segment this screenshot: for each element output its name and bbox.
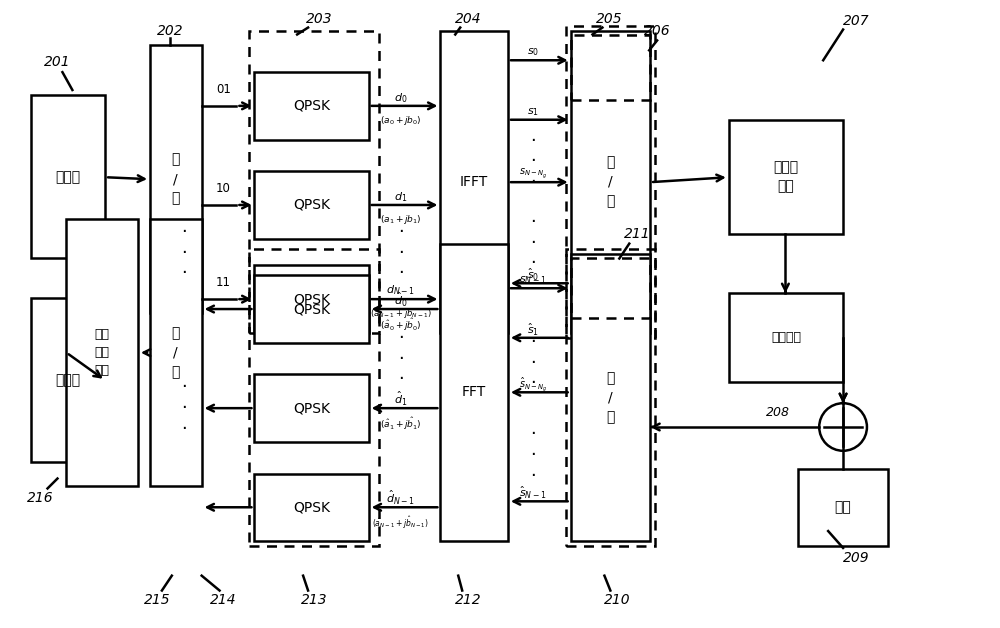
Text: 01: 01 (216, 83, 231, 96)
Text: 时间反
演器: 时间反 演器 (773, 160, 798, 193)
Text: $(a_{N-1}+jb_{N-1})$: $(a_{N-1}+jb_{N-1})$ (370, 307, 432, 320)
Text: 211: 211 (624, 227, 651, 241)
Text: 216: 216 (27, 491, 54, 506)
Text: 203: 203 (306, 12, 332, 26)
Text: 209: 209 (843, 551, 869, 565)
Text: $s_0$: $s_0$ (527, 46, 539, 58)
Text: ·
·
·: · · · (530, 213, 536, 273)
Text: $s_1$: $s_1$ (527, 106, 539, 117)
Bar (150, 45, 202, 313)
Text: QPSK: QPSK (293, 401, 330, 415)
Text: $\hat{s}_0$: $\hat{s}_0$ (527, 268, 539, 283)
Text: 并
/
串: 并 / 串 (606, 155, 615, 208)
Text: $d_{N-1}$: $d_{N-1}$ (386, 283, 415, 297)
Text: 201: 201 (44, 55, 71, 69)
Text: 207: 207 (843, 14, 869, 28)
Text: 206: 206 (644, 23, 670, 38)
Bar (254, 266, 369, 333)
Bar (249, 31, 379, 333)
Text: $(\hat{a}_{N-1}+j\hat{b}_{N-1})$: $(\hat{a}_{N-1}+j\hat{b}_{N-1})$ (372, 514, 429, 531)
Text: QPSK: QPSK (293, 99, 330, 113)
Bar (31, 298, 105, 462)
Text: ·
·
·: · · · (398, 329, 403, 388)
Text: 212: 212 (455, 593, 481, 607)
Text: 比特流: 比特流 (55, 170, 80, 184)
Bar (729, 120, 843, 234)
Text: 205: 205 (596, 12, 623, 26)
Text: 202: 202 (157, 23, 183, 38)
Bar (31, 95, 105, 259)
Bar (798, 468, 888, 546)
Text: $(\hat{a}_1+j\hat{b}_1)$: $(\hat{a}_1+j\hat{b}_1)$ (380, 415, 421, 431)
Bar (249, 249, 379, 546)
Text: 210: 210 (604, 593, 631, 607)
Bar (571, 259, 650, 318)
Text: ·
·
·: · · · (530, 131, 536, 191)
Text: $\hat{d}_{N-1}$: $\hat{d}_{N-1}$ (386, 489, 415, 507)
Text: $s_{N-1}$: $s_{N-1}$ (519, 274, 547, 286)
Text: QPSK: QPSK (293, 302, 330, 316)
Text: ·
·
·: · · · (530, 425, 536, 485)
Text: $s_{N-N_g}$: $s_{N-N_g}$ (519, 167, 547, 181)
Text: $d_0$: $d_0$ (394, 91, 407, 105)
Bar (566, 249, 655, 546)
Text: 10: 10 (216, 182, 231, 195)
Text: $\hat{s}_{N-1}$: $\hat{s}_{N-1}$ (519, 485, 547, 502)
Bar (571, 36, 650, 100)
Text: ·
·
·: · · · (181, 378, 187, 438)
Text: ·
·
·: · · · (398, 223, 403, 283)
Text: $(\hat{a}_0+j\hat{b}_0)$: $(\hat{a}_0+j\hat{b}_0)$ (380, 316, 421, 333)
Text: 符号
抽样
判决: 符号 抽样 判决 (95, 328, 110, 377)
Text: $\hat{d}_0$: $\hat{d}_0$ (394, 291, 407, 309)
Text: QPSK: QPSK (293, 501, 330, 514)
Bar (254, 275, 369, 343)
Bar (566, 26, 655, 338)
Text: $\hat{d}_1$: $\hat{d}_1$ (394, 390, 407, 408)
Text: QPSK: QPSK (293, 198, 330, 212)
Bar (729, 293, 843, 382)
Text: $\hat{s}_1$: $\hat{s}_1$ (527, 322, 539, 338)
Text: IFFT: IFFT (460, 175, 488, 188)
Text: ·
·
·: · · · (181, 223, 187, 283)
Bar (254, 171, 369, 239)
Text: $d_1$: $d_1$ (394, 190, 407, 204)
Bar (254, 374, 369, 442)
Bar (440, 31, 508, 333)
Text: 213: 213 (301, 593, 327, 607)
Text: 214: 214 (210, 593, 237, 607)
Bar (254, 474, 369, 541)
Bar (254, 72, 369, 139)
Text: 无线信道: 无线信道 (771, 332, 801, 344)
Text: $(a_0+jb_0)$: $(a_0+jb_0)$ (380, 114, 421, 127)
Text: ·
·
·: · · · (530, 333, 536, 392)
Text: 215: 215 (144, 593, 170, 607)
Text: 串
/
并: 串 / 并 (606, 371, 615, 424)
Text: QPSK: QPSK (293, 292, 330, 306)
Bar (571, 31, 650, 333)
Text: 噪声: 噪声 (835, 501, 851, 514)
Bar (66, 219, 138, 487)
Text: FFT: FFT (462, 386, 486, 399)
Text: 11: 11 (216, 276, 231, 290)
Bar (571, 254, 650, 541)
Text: $\hat{s}_{N-N_g}$: $\hat{s}_{N-N_g}$ (519, 375, 547, 394)
Text: 串
/
并: 串 / 并 (172, 153, 180, 206)
Text: $(a_1+jb_1)$: $(a_1+jb_1)$ (380, 213, 421, 226)
Text: 204: 204 (455, 12, 481, 26)
Text: 比特流: 比特流 (55, 373, 80, 387)
Bar (440, 244, 508, 541)
Bar (150, 219, 202, 487)
Text: 并
/
串: 并 / 串 (172, 326, 180, 379)
Text: 208: 208 (766, 406, 790, 419)
